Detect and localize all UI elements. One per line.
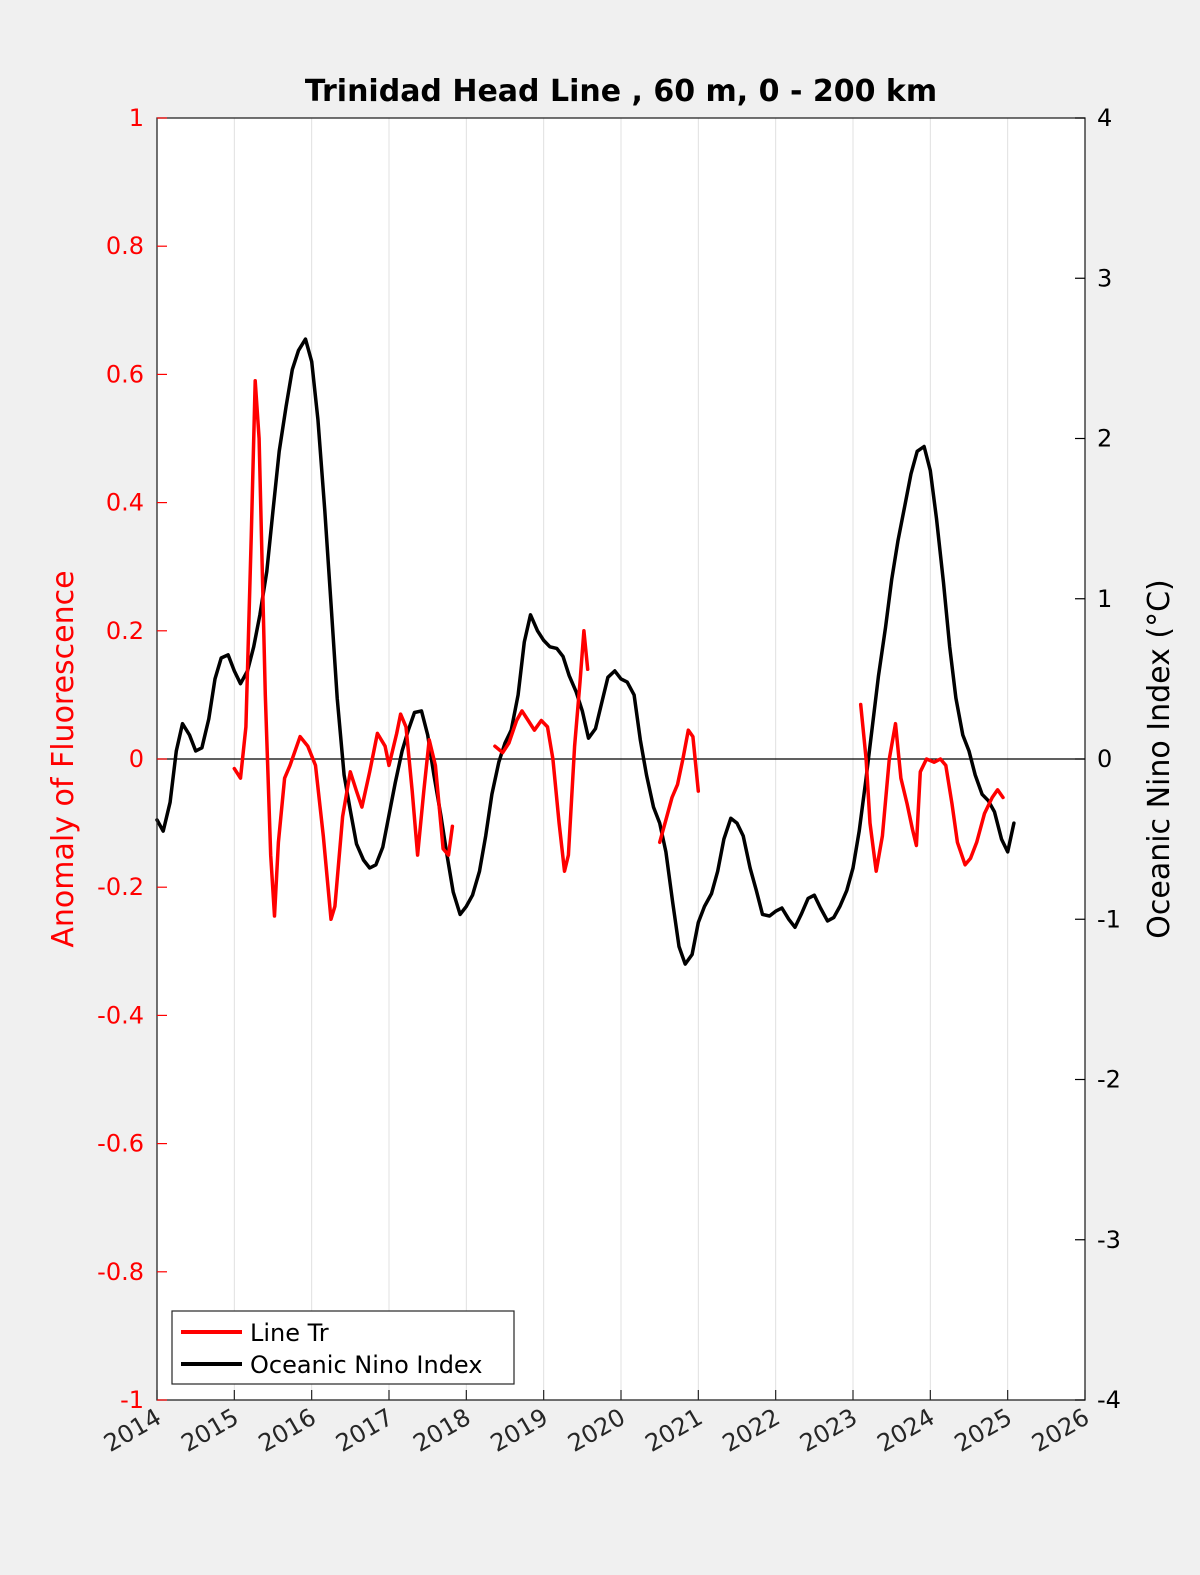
y-left-tick-label: 0.8 bbox=[106, 232, 144, 260]
legend: Line Tr Oceanic Nino Index bbox=[171, 1310, 515, 1385]
series-line-line-tr-segment-0 bbox=[232, 379, 455, 922]
x-tick-label: 2016 bbox=[254, 1403, 321, 1458]
y-right-tick-label: 3 bbox=[1097, 264, 1112, 292]
x-tick-label: 2015 bbox=[176, 1403, 243, 1458]
y-axis-right-label: Oceanic Nino Index (°C) bbox=[1142, 579, 1177, 939]
series-line-line-tr-segment-2 bbox=[657, 728, 701, 845]
y-axis-left-label: Anomaly of Fluorescence bbox=[46, 570, 81, 947]
legend-label-oni: Oceanic Nino Index bbox=[250, 1351, 482, 1379]
y-right-tick-label: -2 bbox=[1097, 1066, 1121, 1094]
series-line-line-tr-segment-1 bbox=[493, 629, 590, 873]
series-line-line-tr-segment-3 bbox=[858, 702, 1005, 873]
y-axis-left: 1 0.8 0.6 0.4 0.2 0 -0.2 -0.4 -0.6 -0.8 -1 bbox=[97, 104, 167, 1414]
x-tick-label: 2017 bbox=[331, 1403, 398, 1458]
series-layer bbox=[155, 337, 1016, 966]
y-left-tick-label: -0.6 bbox=[97, 1130, 144, 1158]
y-axis-right: 4 3 2 1 0 -1 -2 -3 -4 bbox=[1075, 104, 1121, 1414]
y-left-tick-label: -0.8 bbox=[97, 1258, 144, 1286]
x-tick-label: 2024 bbox=[872, 1403, 939, 1458]
y-left-tick-label: 0.6 bbox=[106, 360, 144, 388]
series-line-oceanic-nino-index-segment-0 bbox=[155, 337, 1016, 966]
y-right-tick-label: 2 bbox=[1097, 425, 1112, 453]
legend-box bbox=[171, 1310, 515, 1385]
x-tick-label: 2022 bbox=[718, 1403, 785, 1458]
y-right-tick-label: -3 bbox=[1097, 1226, 1121, 1254]
chart-title: Trinidad Head Line , 60 m, 0 - 200 km bbox=[305, 74, 937, 109]
y-right-tick-label: 1 bbox=[1097, 585, 1112, 613]
y-left-tick-label: -0.4 bbox=[97, 1001, 144, 1029]
x-tick-label: 2019 bbox=[486, 1403, 553, 1458]
x-tick-label: 2020 bbox=[563, 1403, 630, 1458]
y-left-tick-label: 0 bbox=[129, 745, 144, 773]
y-right-tick-label: -4 bbox=[1097, 1386, 1121, 1414]
y-left-tick-label: 0.2 bbox=[106, 617, 144, 645]
y-right-tick-label: 0 bbox=[1097, 745, 1112, 773]
y-right-tick-label: 4 bbox=[1097, 104, 1112, 132]
y-right-tick-label: -1 bbox=[1097, 905, 1121, 933]
x-tick-label: 2018 bbox=[408, 1403, 475, 1458]
y-left-tick-label: 0.4 bbox=[106, 489, 144, 517]
y-left-tick-label: 1 bbox=[129, 104, 144, 132]
x-tick-label: 2023 bbox=[795, 1403, 862, 1458]
y-left-tick-label: -0.2 bbox=[97, 873, 144, 901]
legend-label-line-tr: Line Tr bbox=[250, 1319, 329, 1347]
x-tick-label: 2026 bbox=[1027, 1403, 1094, 1458]
x-tick-label: 2021 bbox=[640, 1403, 707, 1458]
x-tick-label: 2025 bbox=[950, 1403, 1017, 1458]
y-left-tick-label: -1 bbox=[120, 1386, 144, 1414]
